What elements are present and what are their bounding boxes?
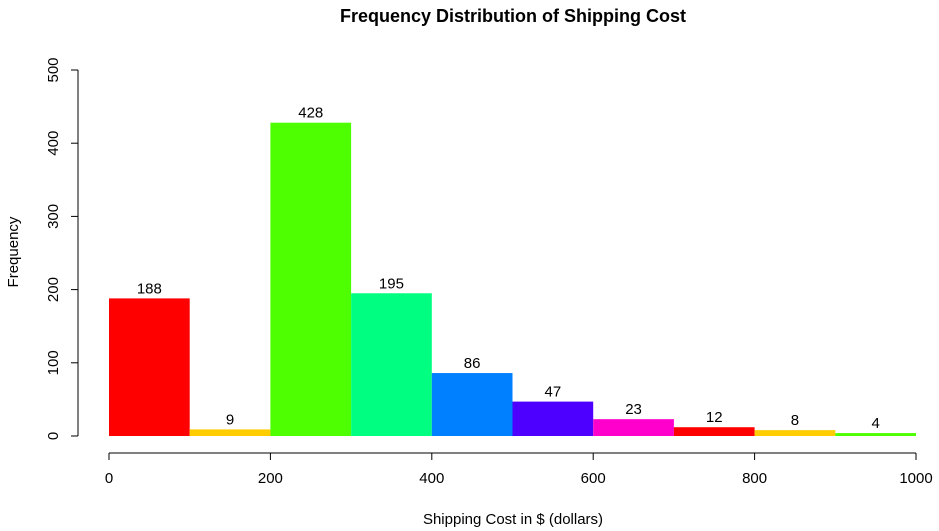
data-labels-group: 188 9 428 195 86 47 23 12 8 4 [137,105,880,432]
bar-value-label-1: 9 [226,411,234,428]
x-tick-label-1: 200 [258,470,283,487]
x-tick-label-4: 800 [742,470,767,487]
y-axis: 0 100 200 300 400 500 [45,57,79,440]
bar-value-label-8: 8 [791,412,799,429]
bars-group [109,122,916,436]
x-tick-label-0: 0 [105,470,113,487]
bar-value-label-0: 188 [137,280,162,297]
y-tick-label-1: 100 [45,350,62,375]
bar-value-label-6: 23 [625,401,642,418]
y-tick-label-5: 500 [45,57,62,82]
bar-value-label-7: 12 [706,409,723,426]
x-axis: 0 200 400 600 800 1000 [105,452,933,487]
bar-value-label-3: 195 [379,275,404,292]
bar-9 [835,433,916,436]
y-tick-label-3: 300 [45,204,62,229]
bar-4 [431,373,513,436]
y-axis-label: Frequency [5,216,22,287]
bar-value-label-5: 47 [545,384,562,401]
chart-title: Frequency Distribution of Shipping Cost [340,6,686,26]
bar-6 [593,419,674,436]
bar-2 [270,122,352,436]
bar-1 [189,429,271,436]
bar-3 [351,293,432,436]
bar-value-label-2: 428 [298,105,323,122]
x-axis-label: Shipping Cost in $ (dollars) [423,511,603,528]
x-tick-label-2: 400 [419,470,444,487]
bar-8 [754,430,836,436]
bar-5 [512,401,594,436]
y-tick-label-2: 200 [45,277,62,302]
bar-value-label-4: 86 [464,355,481,372]
x-tick-label-5: 1000 [899,470,932,487]
x-tick-label-3: 600 [581,470,606,487]
bar-7 [673,427,755,436]
bar-0 [109,298,190,436]
bar-value-label-9: 4 [871,415,879,432]
y-tick-label-4: 400 [45,131,62,156]
y-tick-label-0: 0 [45,432,62,440]
